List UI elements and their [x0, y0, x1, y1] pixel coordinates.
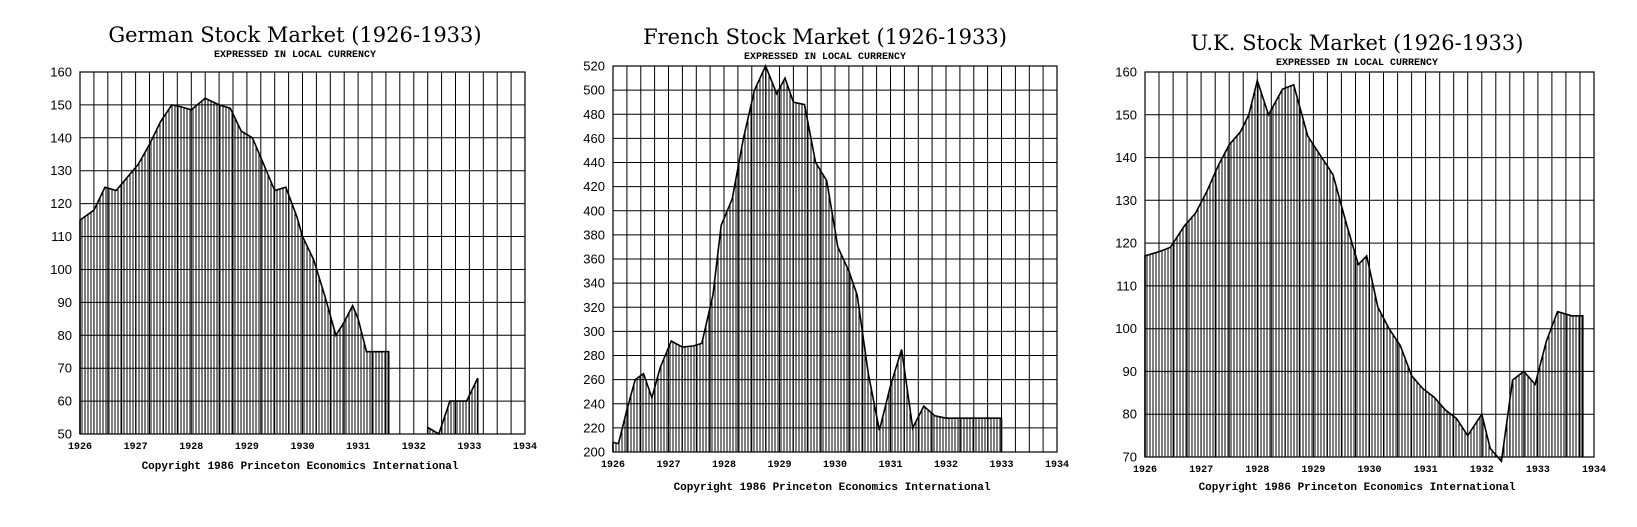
uk-stock-chart: U.K. Stock Market (1926-1933) EXPRESSED … — [1115, 31, 1606, 494]
german-series-line-1 — [426, 377, 479, 436]
uk-area-fill-0 — [1145, 80, 1583, 462]
german-xtick-label: 1932 — [402, 442, 426, 453]
uk-xtick-label: 1931 — [1414, 465, 1438, 476]
uk-xtick-label: 1929 — [1301, 465, 1325, 476]
french-stock-chart: French Stock Market (1926-1933) EXPRESSE… — [583, 25, 1069, 494]
german-plot-frame — [79, 71, 526, 435]
uk-plot-area: 70 80 90 100 110 120 130 140 150 160 1926 1927 1928 1… — [1115, 65, 1606, 477]
uk-ytick-label: 140 — [1115, 150, 1137, 165]
german-xtick-label: 1933 — [457, 442, 481, 453]
french-ytick-label: 440 — [583, 155, 605, 170]
uk-series-line-0 — [1144, 77, 1584, 464]
french-ytick-label: 300 — [583, 324, 605, 339]
french-ytick-label: 380 — [583, 227, 605, 242]
uk-ytick-label: 130 — [1115, 193, 1137, 208]
uk-xtick-label: 1928 — [1245, 465, 1269, 476]
french-ytick-label: 200 — [583, 445, 605, 460]
german-ytick-label: 90 — [58, 295, 72, 310]
french-chart-title: French Stock Market (1926-1933) — [643, 25, 1007, 49]
german-ytick-label: 70 — [58, 361, 72, 376]
french-ytick-label: 400 — [583, 203, 605, 218]
uk-xtick-label: 1933 — [1526, 465, 1550, 476]
uk-ytick-label: 120 — [1115, 236, 1137, 251]
german-ytick-label: 140 — [50, 130, 72, 145]
german-ytick-label: 150 — [50, 97, 72, 112]
german-series-line-0 — [79, 97, 390, 434]
uk-ytick-label: 150 — [1115, 107, 1137, 122]
german-xtick-label: 1928 — [179, 442, 203, 453]
german-xtick-label: 1934 — [513, 442, 537, 453]
french-xtick-label: 1930 — [823, 460, 847, 471]
french-ytick-label: 280 — [583, 348, 605, 363]
french-xtick-label: 1933 — [989, 460, 1013, 471]
german-ytick-label: 50 — [58, 427, 72, 442]
uk-ytick-label: 80 — [1123, 407, 1137, 422]
french-ytick-label: 420 — [583, 179, 605, 194]
german-xtick-label: 1930 — [290, 442, 314, 453]
french-ytick-label: 320 — [583, 300, 605, 315]
french-xtick-label: 1927 — [656, 460, 680, 471]
uk-chart-copyright: Copyright 1986 Princeton Economics Inter… — [1199, 482, 1516, 494]
uk-ytick-label: 100 — [1115, 321, 1137, 336]
german-plot-area: 50 60 70 80 90 100 110 120 130 140 150 160 1926 1927 1… — [50, 65, 537, 454]
french-ytick-label: 500 — [583, 83, 605, 98]
german-chart-copyright: Copyright 1986 Princeton Economics Inter… — [142, 461, 459, 473]
french-ytick-label: 520 — [583, 59, 605, 74]
french-xtick-label: 1929 — [767, 460, 791, 471]
german-ytick-label: 100 — [50, 262, 72, 277]
french-xtick-label: 1931 — [878, 460, 902, 471]
french-ytick-label: 340 — [583, 276, 605, 291]
uk-xtick-label: 1932 — [1470, 465, 1494, 476]
german-ytick-label: 110 — [51, 229, 72, 244]
french-ytick-label: 240 — [583, 396, 605, 411]
uk-xtick-label: 1926 — [1133, 465, 1157, 476]
german-xtick-label: 1929 — [235, 442, 259, 453]
uk-ytick-label: 70 — [1123, 450, 1137, 465]
uk-chart-title: U.K. Stock Market (1926-1933) — [1191, 31, 1524, 55]
uk-ytick-label: 90 — [1123, 364, 1137, 379]
french-series-line-0 — [612, 63, 1003, 452]
french-xtick-label: 1932 — [934, 460, 958, 471]
german-ytick-label: 160 — [50, 65, 72, 80]
french-xtick-label: 1926 — [601, 460, 625, 471]
uk-ytick-label: 110 — [1116, 278, 1137, 293]
german-xtick-label: 1931 — [346, 442, 370, 453]
uk-plot-frame — [1144, 71, 1595, 458]
german-chart-title: German Stock Market (1926-1933) — [108, 23, 481, 47]
german-ytick-label: 120 — [50, 196, 72, 211]
french-plot-frame — [612, 65, 1058, 453]
german-ytick-label: 80 — [58, 328, 72, 343]
german-xtick-label: 1927 — [124, 442, 148, 453]
german-ytick-label: 130 — [50, 163, 72, 178]
uk-chart-subtitle: EXPRESSED IN LOCAL CURRENCY — [1276, 58, 1438, 69]
german-chart-subtitle: EXPRESSED IN LOCAL CURRENCY — [214, 50, 376, 61]
german-ytick-label: 60 — [58, 394, 72, 409]
german-area-fill-0 — [80, 98, 389, 435]
german-stock-chart: German Stock Market (1926-1933) EXPRESSE… — [50, 23, 537, 473]
german-xtick-label: 1926 — [68, 442, 92, 453]
french-plot-area: 200 220 240 260 280 300 320 340 360 380 400 420 440 4… — [583, 59, 1069, 472]
uk-xtick-label: 1930 — [1357, 465, 1381, 476]
french-ytick-label: 220 — [583, 420, 605, 435]
uk-xtick-label: 1927 — [1189, 465, 1213, 476]
french-ytick-label: 480 — [583, 107, 605, 122]
french-xtick-label: 1928 — [712, 460, 736, 471]
french-chart-subtitle: EXPRESSED IN LOCAL CURRENCY — [744, 52, 906, 63]
german-area-fill-1 — [427, 378, 478, 434]
french-xtick-label: 1934 — [1045, 460, 1069, 471]
french-ytick-label: 260 — [583, 372, 605, 387]
french-ytick-label: 460 — [583, 131, 605, 146]
uk-xtick-label: 1934 — [1582, 465, 1606, 476]
french-ytick-label: 360 — [583, 252, 605, 267]
french-chart-copyright: Copyright 1986 Princeton Economics Inter… — [674, 482, 991, 494]
uk-ytick-label: 160 — [1115, 65, 1137, 80]
